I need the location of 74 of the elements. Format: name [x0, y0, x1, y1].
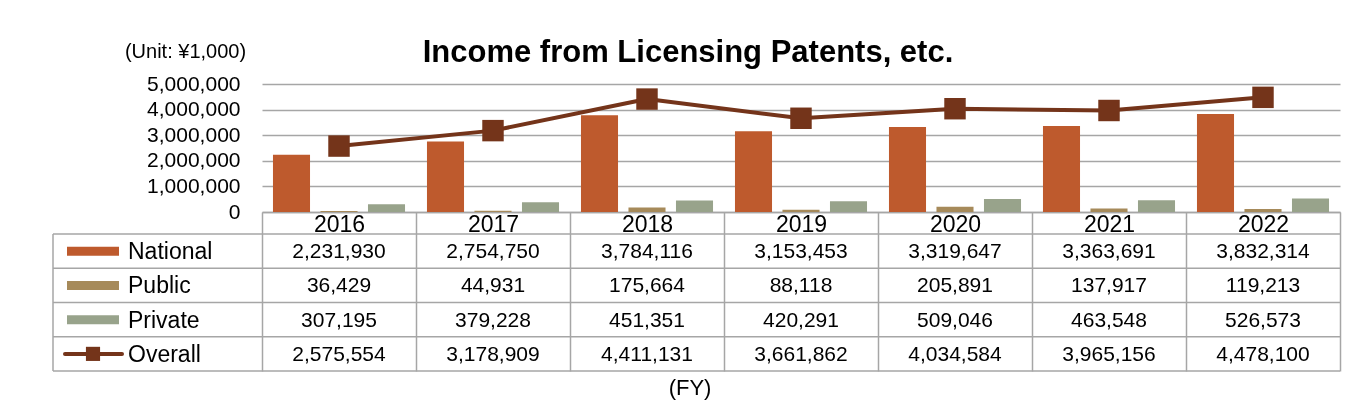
data-label: 4,478,100: [1216, 341, 1310, 365]
bar: [1196, 113, 1235, 212]
data-label: 2,231,930: [292, 239, 386, 263]
legend-label: Public: [128, 272, 191, 299]
x-tick-label: 2022: [1237, 210, 1290, 237]
point: [328, 135, 350, 157]
data-label: 420,291: [763, 307, 839, 331]
bar: [675, 200, 714, 212]
data-label: 3,178,909: [446, 341, 540, 365]
bar: [1137, 200, 1176, 212]
y-tick-label: 3,000,000: [147, 122, 241, 146]
data-label: 3,661,862: [754, 341, 848, 365]
x-tick-label: 2020: [929, 210, 982, 237]
y-tick-label: 5,000,000: [147, 71, 241, 95]
data-label: 3,832,314: [1216, 239, 1311, 263]
data-label: 4,411,131: [601, 341, 693, 365]
data-label: 3,319,647: [908, 239, 1002, 263]
data-label: 88,118: [769, 273, 833, 297]
point: [790, 107, 812, 129]
y-axis-title: (Unit: ¥1,000): [124, 39, 247, 62]
data-label: 526,573: [1225, 307, 1301, 331]
bar: [1090, 208, 1128, 212]
data-label: 379,228: [455, 307, 531, 331]
data-label: 3,784,116: [601, 239, 693, 263]
data-label: 3,965,156: [1062, 341, 1156, 365]
bar: [521, 202, 560, 212]
legend-label: Overall: [128, 340, 201, 367]
data-label: 175,664: [609, 273, 686, 297]
data-label: 44,931: [460, 273, 526, 297]
x-tick-label: 2021: [1083, 210, 1136, 237]
data-label: 2,754,750: [446, 239, 540, 263]
bar: [936, 206, 974, 212]
bar: [734, 131, 773, 212]
x-tick-label: 2016: [313, 210, 366, 237]
data-label: 451,351: [609, 307, 685, 331]
data-label: 36,429: [306, 273, 372, 297]
point: [944, 97, 966, 120]
bar: [983, 198, 1022, 212]
y-tick-label: 1,000,000: [147, 173, 241, 197]
data-label: 3,363,691: [1062, 239, 1156, 263]
bar: [628, 207, 666, 212]
data-label: 2,575,554: [292, 341, 387, 365]
y-tick-label: 0: [228, 199, 241, 223]
bar: [367, 204, 406, 212]
data-label: 463,548: [1071, 307, 1147, 331]
bar: [580, 115, 619, 212]
data-label: 3,153,453: [754, 239, 848, 263]
point: [1098, 99, 1120, 122]
bar: [426, 141, 465, 212]
chart-title: Income from Licensing Patents, etc.: [422, 34, 954, 69]
bar: [888, 127, 927, 212]
y-tick-label: 2,000,000: [147, 148, 241, 172]
bar: [782, 209, 820, 212]
point: [482, 119, 504, 142]
bar: [1042, 125, 1081, 212]
data-label: 119,213: [1225, 273, 1301, 297]
legend-label: Private: [128, 306, 200, 333]
text: (FY): [668, 375, 712, 400]
bar: [1244, 208, 1282, 212]
y-tick-label: 4,000,000: [147, 97, 241, 121]
point: [1252, 86, 1274, 109]
bar: [829, 201, 868, 212]
x-tick-label: 2017: [467, 210, 520, 237]
bar: [272, 154, 311, 212]
data-label: 509,046: [917, 307, 993, 331]
legend-label: National: [128, 238, 213, 265]
data-label: 4,034,584: [908, 341, 1003, 365]
x-tick-label: 2018: [621, 210, 674, 237]
point: [636, 88, 658, 110]
data-label: 307,195: [301, 307, 377, 331]
data-label: 137,917: [1071, 273, 1147, 297]
bar: [1291, 198, 1330, 212]
data-label: 205,891: [917, 273, 993, 297]
x-tick-label: 2019: [775, 210, 828, 237]
